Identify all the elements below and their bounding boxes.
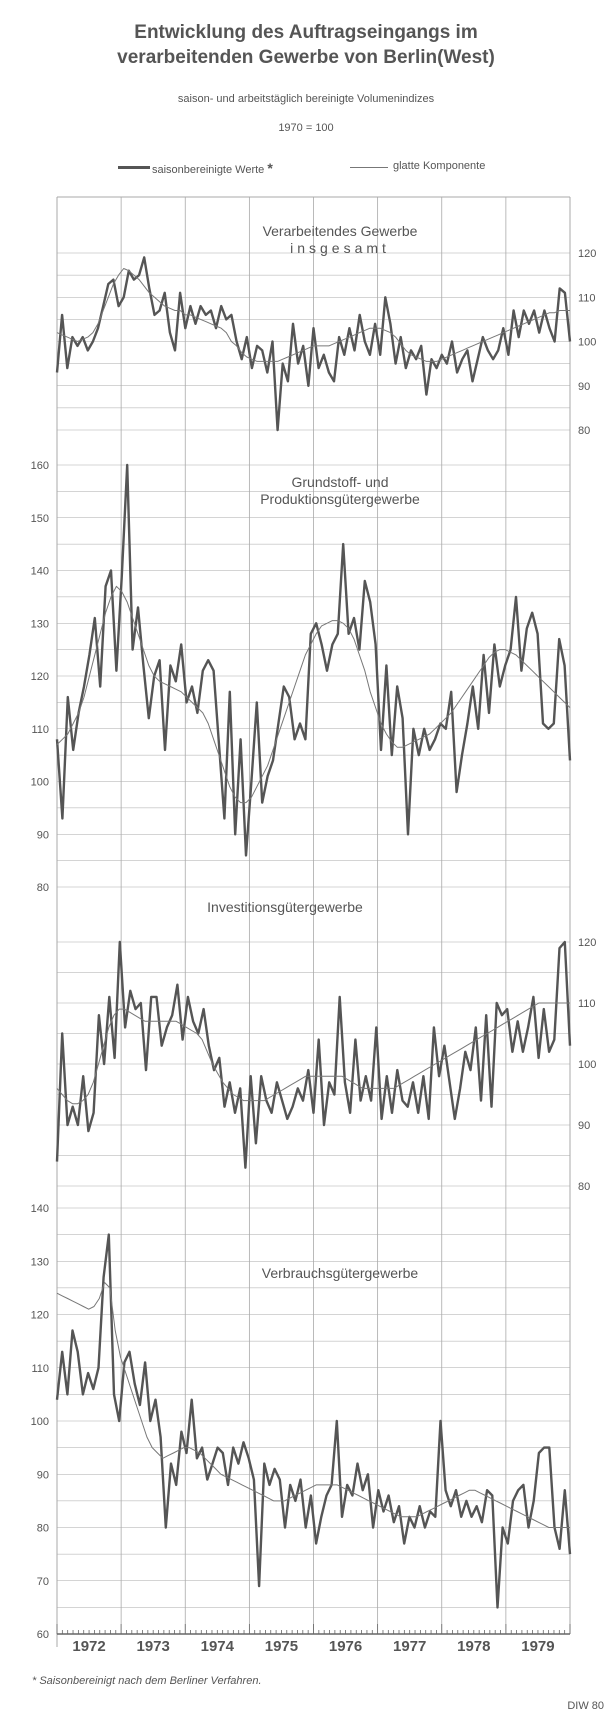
y-tick-label: 150 — [31, 513, 49, 525]
base-year-note: 1970 = 100 — [278, 122, 334, 134]
y-tick-label: 100 — [31, 1416, 49, 1428]
y-tick-label: 100 — [578, 1059, 596, 1071]
series-line-saisonbereinigt — [55, 940, 572, 1169]
y-tick-label: 80 — [37, 1523, 49, 1535]
y-tick-label: 110 — [31, 724, 49, 736]
x-tick-label: 1977 — [393, 1638, 426, 1655]
y-tick-label: 130 — [31, 1256, 49, 1268]
series-line-saisonbereinigt — [55, 1233, 572, 1609]
y-tick-label: 100 — [31, 777, 49, 789]
source-credit: DIW 80 — [567, 1700, 604, 1712]
y-tick-label: 120 — [31, 671, 49, 683]
legend-swatch-thick — [118, 166, 150, 169]
x-tick-label: 1978 — [457, 1638, 490, 1655]
x-tick-label: 1974 — [201, 1638, 235, 1655]
panel-title: Verbrauchsgütergewerbe — [262, 1265, 419, 1281]
panel-title-line-2: insgesamt — [290, 240, 390, 256]
legend-thick-text: saisonbereinigte Werte — [152, 164, 265, 176]
x-tick-label: 1976 — [329, 1638, 362, 1655]
series-line-glatte-komponente — [56, 268, 570, 362]
y-tick-label: 110 — [31, 1363, 49, 1375]
panel-title: Investitionsgütergewerbe — [207, 899, 363, 915]
y-tick-label: 80 — [578, 1181, 590, 1193]
y-tick-label: 110 — [578, 998, 596, 1010]
y-tick-label: 140 — [31, 1203, 49, 1215]
legend-label-thin: glatte Komponente — [393, 160, 486, 172]
y-tick-label: 130 — [31, 618, 49, 630]
footnote: * Saisonbereinigt nach dem Berliner Verf… — [32, 1675, 262, 1687]
panel-title: Verarbeitendes Gewerbe — [263, 223, 418, 239]
y-tick-label: 110 — [578, 292, 596, 304]
panel-title: Grundstoff- und — [291, 474, 388, 490]
y-tick-label: 90 — [37, 829, 49, 841]
legend-label-thick: saisonbereinigte Werte * — [152, 160, 273, 176]
y-tick-label: 120 — [578, 937, 596, 949]
y-tick-label: 90 — [37, 1469, 49, 1481]
y-tick-label: 80 — [578, 425, 590, 437]
y-tick-label: 120 — [578, 248, 596, 260]
x-tick-label: 1975 — [265, 1638, 298, 1655]
legend-swatch-thin — [350, 167, 388, 168]
x-tick-label: 1979 — [521, 1638, 554, 1655]
series-line-saisonbereinigt — [55, 256, 572, 432]
y-tick-label: 60 — [37, 1629, 49, 1641]
chart-title-line-2: verarbeitenden Gewerbe von Berlin(West) — [117, 47, 495, 68]
y-tick-label: 140 — [31, 566, 49, 578]
legend-thick-mark: * — [267, 160, 273, 176]
legend: saisonbereinigte Werte * glatte Komponent… — [0, 160, 612, 176]
y-tick-label: 160 — [31, 460, 49, 472]
chart-subtitle: saison- und arbeitstäglich bereinigte Vo… — [177, 93, 435, 105]
y-tick-label: 120 — [31, 1310, 49, 1322]
chart-title-line-1: Entwicklung des Auftragseingangs im — [134, 22, 478, 43]
x-tick-label: 1972 — [72, 1638, 105, 1655]
chart-title: Entwicklung des Auftragseingangs im vera… — [0, 20, 612, 70]
x-tick-label: 1973 — [137, 1638, 170, 1655]
y-tick-label: 80 — [37, 882, 49, 894]
y-tick-label: 100 — [578, 337, 596, 349]
y-tick-label: 70 — [37, 1576, 49, 1588]
panel-title-line-2: Produktionsgütergewerbe — [260, 491, 420, 507]
y-tick-label: 90 — [578, 381, 590, 393]
series-line-glatte-komponente — [56, 585, 571, 804]
series-line-glatte-komponente — [56, 1002, 570, 1105]
series-line-glatte-komponente — [56, 1282, 570, 1528]
y-tick-label: 90 — [578, 1120, 590, 1132]
